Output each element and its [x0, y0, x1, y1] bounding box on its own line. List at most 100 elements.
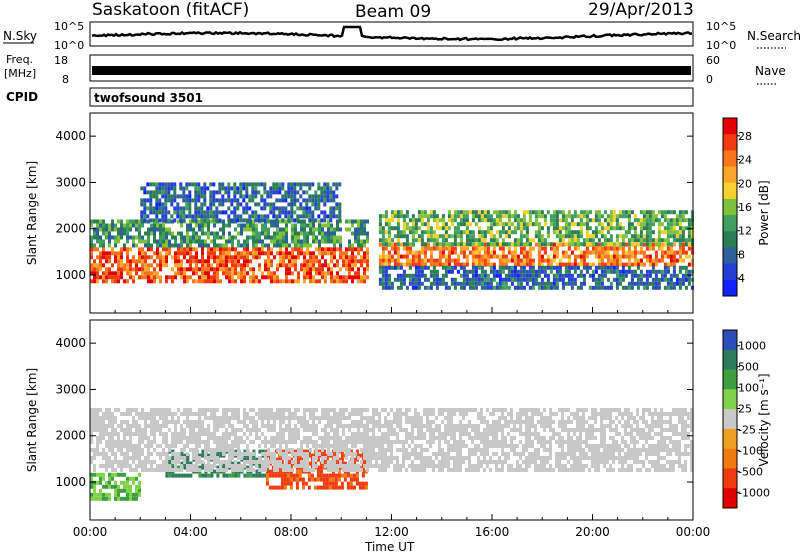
power-cell-3	[655, 251, 658, 255]
power-cell-1	[147, 240, 150, 244]
power-cell-0	[276, 251, 279, 255]
velocity-cell-3	[120, 452, 123, 456]
power-cell-0	[321, 263, 324, 267]
velocity-cell-3	[144, 444, 147, 448]
velocity-cell-2	[314, 478, 317, 482]
velocity-cell-3	[234, 464, 237, 468]
power-cell-2	[152, 210, 155, 214]
power-cell-1	[105, 228, 108, 232]
power-cell-1	[105, 224, 108, 228]
power-cell-4	[427, 222, 430, 226]
power-cell-2	[326, 214, 329, 218]
velocity-cell-3	[384, 436, 387, 440]
velocity-cell-3	[285, 448, 288, 452]
power-heatmap	[90, 182, 694, 289]
velocity-cell-3	[171, 432, 174, 436]
power-cell-1	[261, 240, 264, 244]
power-cell-2	[332, 194, 335, 198]
velocity-cell-3	[306, 420, 309, 424]
velocity-cell-3	[162, 464, 165, 468]
power-cell-0	[192, 247, 195, 251]
velocity-cell-3	[267, 420, 270, 424]
velocity-cell-3	[387, 436, 390, 440]
power-cell-2	[176, 214, 179, 218]
velocity-cell-3	[378, 444, 381, 448]
velocity-cell-3	[345, 416, 348, 420]
power-cell-2	[239, 190, 242, 194]
velocity-cell-3	[141, 452, 144, 456]
velocity-cell-3	[105, 412, 108, 416]
velocity-cell-3	[117, 440, 120, 444]
power-cell-3	[643, 255, 646, 259]
velocity-cell-3	[120, 420, 123, 424]
power-cell-4	[421, 238, 424, 242]
power-cell-2	[293, 210, 296, 214]
velocity-cell-3	[108, 408, 111, 412]
velocity-cell-3	[210, 432, 213, 436]
velocity-cell-3	[189, 464, 192, 468]
velocity-cell-1	[243, 474, 246, 478]
power-cell-4	[433, 238, 436, 242]
velocity-cell-0	[135, 477, 138, 481]
velocity-cell-3	[396, 416, 399, 420]
power-cell-4	[385, 218, 388, 222]
power-cell-3	[439, 251, 442, 255]
velocity-cell-3	[153, 448, 156, 452]
power-cell-3	[613, 247, 616, 251]
power-cell-3	[517, 255, 520, 259]
power-cell-0	[297, 271, 300, 275]
power-cell-0	[246, 259, 249, 263]
power-cell-3	[484, 263, 487, 267]
velocity-cell-3	[108, 436, 111, 440]
power-cell-0	[231, 279, 234, 283]
power-cell-0	[120, 255, 123, 259]
velocity-cell-3	[198, 420, 201, 424]
power-cell-2	[245, 202, 248, 206]
power-cell-1	[180, 244, 183, 248]
power-cell-5	[400, 266, 403, 270]
velocity-cell-3	[144, 428, 147, 432]
power-cell-2	[329, 218, 332, 222]
power-cell-4	[478, 230, 481, 234]
velocity-cell-3	[135, 408, 138, 412]
power-cell-5	[415, 266, 418, 270]
power-cell-3	[613, 255, 616, 259]
power-cell-3	[433, 247, 436, 251]
velocity-cell-1	[186, 474, 189, 478]
velocity-cell-3	[126, 424, 129, 428]
velocity-cell-3	[333, 420, 336, 424]
velocity-cell-3	[288, 448, 291, 452]
power-cell-5	[574, 266, 577, 270]
velocity-cell-3	[99, 416, 102, 420]
velocity-cell-3	[312, 464, 315, 468]
velocity-cell-3	[384, 452, 387, 456]
power-cell-0	[315, 247, 318, 251]
power-cell-4	[655, 242, 658, 246]
velocity-cell-3	[366, 448, 369, 452]
power-cell-0	[342, 275, 345, 279]
velocity-cell-3	[186, 416, 189, 420]
velocity-cell-3	[312, 408, 315, 412]
power-cell-4	[589, 210, 592, 214]
power-cell-0	[159, 279, 162, 283]
velocity-cell-3	[168, 412, 171, 416]
velocity-cell-3	[255, 424, 258, 428]
velocity-cell-2	[269, 474, 272, 478]
velocity-cell-2	[332, 482, 335, 486]
power-cell-2	[221, 210, 224, 214]
power-cell-2	[200, 190, 203, 194]
velocity-cell-3	[171, 420, 174, 424]
power-cell-5	[511, 278, 514, 282]
velocity-cell-3	[273, 464, 276, 468]
power-cell-2	[332, 182, 335, 186]
power-cell-4	[490, 230, 493, 234]
velocity-cell-3	[183, 412, 186, 416]
power-cell-5	[667, 270, 670, 274]
power-cell-4	[682, 210, 685, 214]
power-cell-2	[194, 218, 197, 222]
power-cell-1	[228, 232, 231, 236]
velocity-cell-3	[294, 456, 297, 460]
velocity-cell-3	[204, 428, 207, 432]
power-cell-2	[140, 218, 143, 222]
power-cell-2	[266, 190, 269, 194]
